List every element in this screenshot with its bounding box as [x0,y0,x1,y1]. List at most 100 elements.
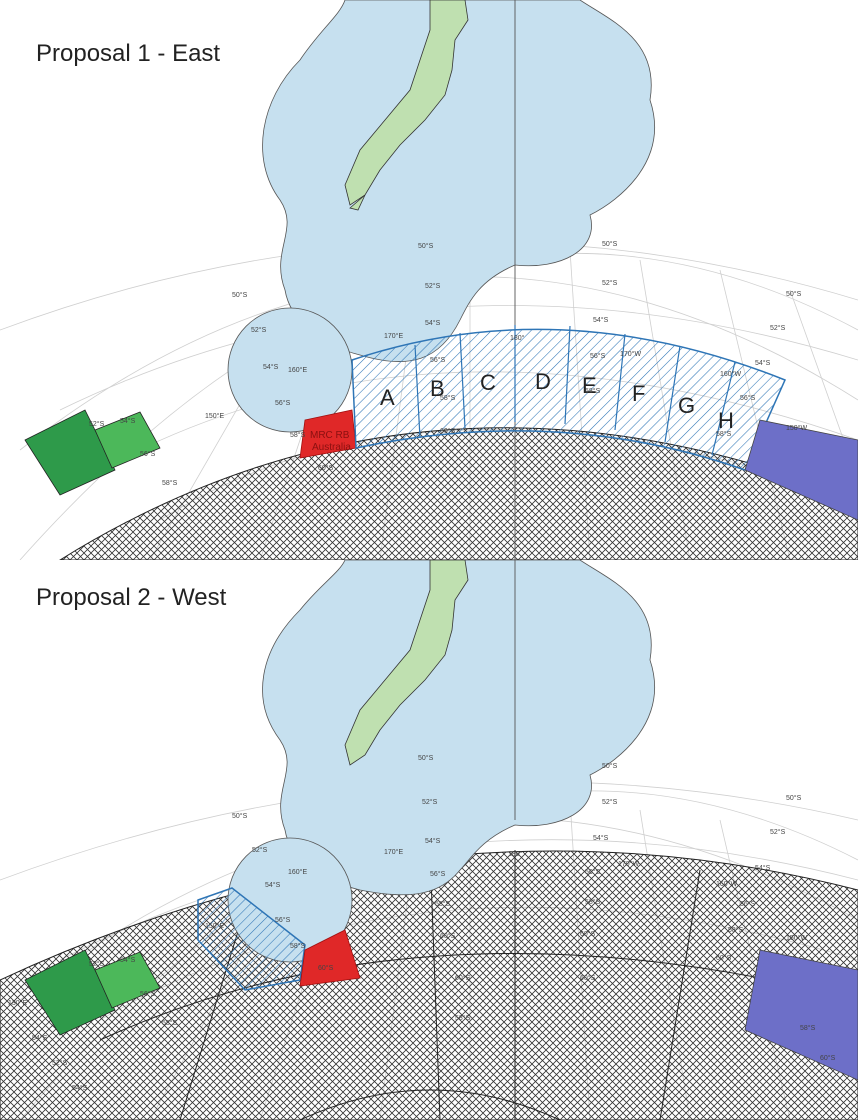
svg-text:58°S: 58°S [290,431,306,439]
svg-text:130°E: 130°E [8,999,27,1007]
svg-text:56°S: 56°S [140,450,156,458]
svg-text:150°W: 150°W [786,424,807,432]
svg-text:54°S: 54°S [72,1084,88,1092]
svg-text:50°S: 50°S [232,812,248,820]
neighbour-area-purple [744,419,858,521]
svg-text:50°S: 50°S [786,794,802,802]
svg-text:50°S: 50°S [602,762,618,770]
svg-text:56°S: 56°S [275,916,291,924]
svg-text:52°S: 52°S [52,1059,68,1067]
neighbour-area-green [24,409,161,496]
svg-text:54°S: 54°S [755,359,771,367]
panel-title: Proposal 2 - West [36,584,227,611]
svg-text:52°S: 52°S [770,324,786,332]
svg-text:160°W: 160°W [716,880,737,888]
svg-text:52°S: 52°S [422,798,438,806]
svg-text:58°S: 58°S [728,926,744,934]
hatched-zone-band [197,887,306,991]
svg-text:150°E: 150°E [205,412,224,420]
svg-text:50°S: 50°S [418,754,434,762]
svg-text:56°S: 56°S [430,356,446,364]
svg-text:60°S: 60°S [440,932,456,940]
svg-text:54°S: 54°S [120,417,136,425]
svg-text:58°S: 58°S [585,898,601,906]
svg-text:52°S: 52°S [425,282,441,290]
svg-text:58°S: 58°S [162,479,178,487]
svg-text:56°S: 56°S [740,394,756,402]
svg-text:60°S: 60°S [318,464,334,472]
mrcc-label-2: Australia [312,442,351,453]
mrcc-label-1: MRC RB [310,430,350,441]
neighbour-area-purple [744,949,858,1081]
zone-label: A [380,385,395,410]
svg-text:150°W: 150°W [786,934,807,942]
map-panel-west: Proposal 2 - West [0,560,858,1120]
zone-labels: A B C D E F G H [380,369,734,433]
svg-text:160°E: 160°E [288,868,307,876]
svg-text:52°S: 52°S [251,326,267,334]
svg-text:52°S: 52°S [770,828,786,836]
svg-text:160°E: 160°E [288,366,307,374]
svg-text:50°S: 50°S [418,242,434,250]
svg-text:60°S: 60°S [318,964,334,972]
svg-text:60°S: 60°S [820,1054,836,1062]
svg-text:52°S: 52°S [89,420,105,428]
svg-text:58°S: 58°S [716,430,732,438]
svg-text:56°S: 56°S [585,868,601,876]
svg-text:50°S: 50°S [232,291,248,299]
grid-labels: 50°S 50°S 52°S 54°S 56°S 58°S 60°S 52°S … [89,240,807,487]
svg-text:60°S: 60°S [455,974,471,982]
svg-text:180°: 180° [508,850,523,858]
svg-text:60°S: 60°S [580,930,596,938]
zone-label: D [535,369,551,394]
svg-text:56°S: 56°S [430,870,446,878]
svg-text:180°: 180° [510,334,525,342]
zone-label: H [718,408,734,433]
svg-text:52°S: 52°S [252,846,268,854]
grid-labels: 50°S 50°S 52°S 54°S 56°S 58°S 60°S 52°S … [8,754,836,1092]
svg-text:54°S: 54°S [755,864,771,872]
svg-text:58°S: 58°S [290,942,306,950]
svg-text:58°S: 58°S [440,394,456,402]
svg-text:60°S: 60°S [440,427,456,435]
map-panel-east: Proposal 1 - East [0,0,858,560]
panel-title: Proposal 1 - East [36,40,221,67]
svg-text:58°S: 58°S [162,1019,178,1027]
zone-label: F [632,381,645,406]
svg-text:58°S: 58°S [435,900,451,908]
zone-label: E [582,373,597,398]
map-east: MRC RB Australia A B C D E F G H [0,0,858,560]
svg-text:52°S: 52°S [89,960,105,968]
svg-text:50°S: 50°S [786,290,802,298]
zone-label: G [678,393,695,418]
svg-text:150°E: 150°E [205,922,224,930]
svg-text:170°E: 170°E [384,848,403,856]
svg-text:58°S: 58°S [800,1024,816,1032]
landmass-shape [344,560,469,766]
map-west: 50°S 50°S 52°S 54°S 56°S 58°S 60°S 52°S … [0,560,858,1120]
svg-text:56°S: 56°S [740,900,756,908]
svg-text:160°W: 160°W [720,370,741,378]
zone-label: C [480,370,496,395]
neighbour-area-green [24,949,161,1036]
mrcc-australia-area [299,929,361,987]
svg-text:54°S: 54°S [425,319,441,327]
svg-text:56°S: 56°S [275,399,291,407]
landmass-shape [344,0,469,211]
zone-label: B [430,376,445,401]
svg-text:60°S: 60°S [716,954,732,962]
svg-text:54°S: 54°S [425,837,441,845]
svg-text:54°S: 54°S [120,956,136,964]
svg-text:54°S: 54°S [32,1034,48,1042]
svg-text:54°S: 54°S [265,881,281,889]
svg-text:54°S: 54°S [263,363,279,371]
svg-text:170°E: 170°E [384,332,403,340]
svg-text:58°S: 58°S [585,387,601,395]
svg-text:60°S: 60°S [580,974,596,982]
svg-text:56°S: 56°S [590,352,606,360]
svg-text:170°W: 170°W [618,860,639,868]
svg-text:58°S: 58°S [455,1014,471,1022]
svg-text:170°W: 170°W [620,350,641,358]
svg-text:52°S: 52°S [602,279,618,287]
svg-text:54°S: 54°S [593,834,609,842]
